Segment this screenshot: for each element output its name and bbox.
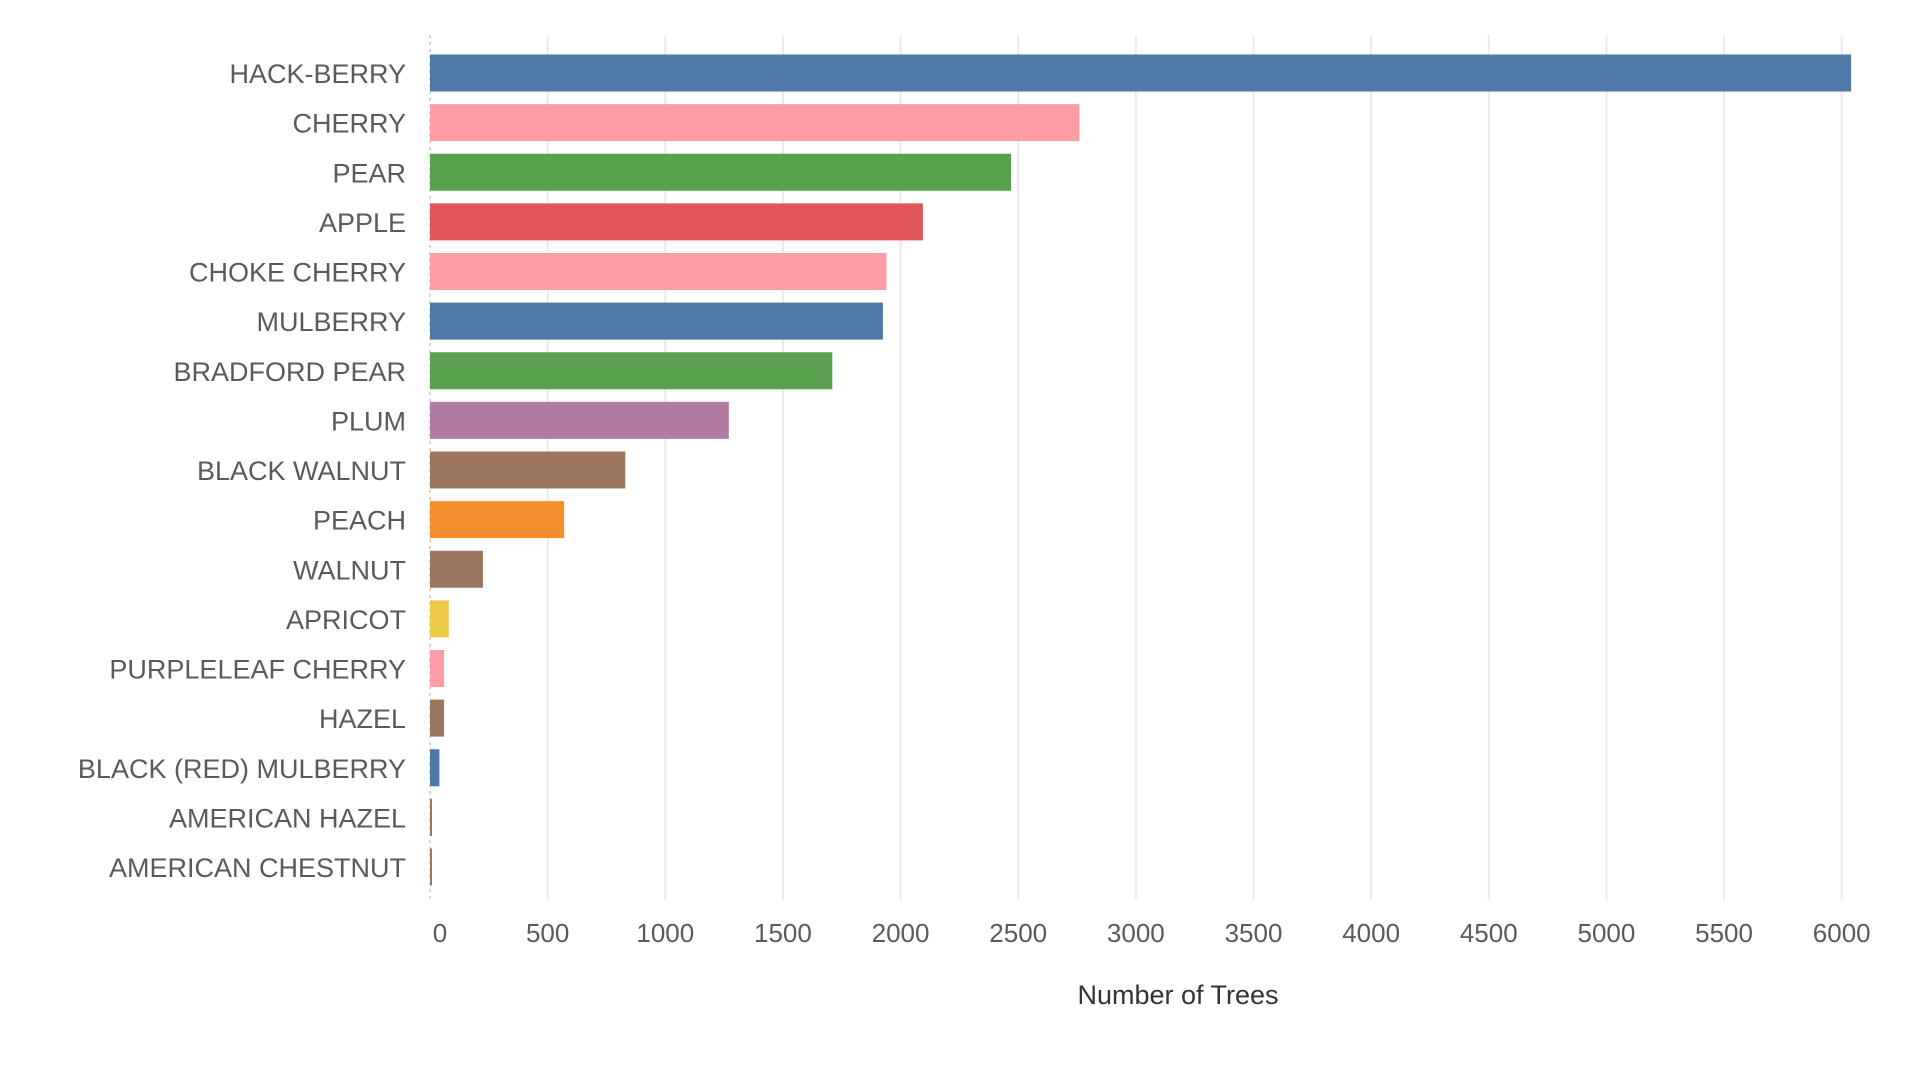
- category-label: AMERICAN CHESTNUT: [109, 853, 406, 883]
- x-tick-label: 4000: [1342, 918, 1400, 948]
- category-label: APRICOT: [286, 605, 406, 635]
- bar: [430, 104, 1080, 142]
- x-tick-label: 1500: [754, 918, 812, 948]
- category-label: CHERRY: [292, 109, 406, 139]
- bar: [430, 600, 449, 638]
- x-tick-label: 3000: [1107, 918, 1165, 948]
- bar: [430, 302, 883, 340]
- bar: [430, 550, 483, 588]
- x-tick-label: 6000: [1813, 918, 1871, 948]
- category-label: PEACH: [313, 506, 406, 536]
- category-label: PLUM: [331, 406, 406, 436]
- bar: [430, 699, 445, 737]
- x-tick-label: 2000: [872, 918, 930, 948]
- bar: [430, 401, 729, 439]
- x-tick-label: 4500: [1460, 918, 1518, 948]
- category-label: AMERICAN HAZEL: [169, 803, 406, 833]
- category-label: PEAR: [332, 158, 406, 188]
- x-tick-label: 2500: [989, 918, 1047, 948]
- bar: [430, 451, 626, 489]
- x-tick-label: 5500: [1695, 918, 1753, 948]
- category-label: APPLE: [319, 208, 406, 238]
- category-label: BLACK WALNUT: [197, 456, 406, 486]
- bar: [430, 253, 887, 290]
- x-tick-label: 5000: [1578, 918, 1636, 948]
- x-tick-label: 500: [526, 918, 569, 948]
- bar: [430, 798, 432, 836]
- bar: [430, 848, 432, 886]
- category-label: MULBERRY: [256, 307, 406, 337]
- x-tick-label: 3500: [1225, 918, 1283, 948]
- category-label: BLACK (RED) MULBERRY: [78, 754, 406, 784]
- bar: [430, 352, 833, 390]
- category-label: PURPLELEAF CHERRY: [109, 655, 406, 685]
- category-label: HAZEL: [319, 704, 406, 734]
- category-label: WALNUT: [293, 555, 406, 585]
- bar: [430, 203, 923, 241]
- bar: [430, 749, 440, 787]
- x-tick-labels: 0 500 1000 1500 2000 2500 3000 3500 4000 4500 5000…: [433, 918, 1871, 948]
- bars: [430, 54, 1852, 886]
- bar: [430, 153, 1012, 191]
- category-label: CHOKE CHERRY: [189, 258, 406, 288]
- category-label: BRADFORD PEAR: [173, 357, 406, 387]
- bar: [430, 54, 1852, 92]
- x-axis-title: Number of Trees: [1077, 980, 1278, 1010]
- x-tick-label: 0: [433, 918, 447, 948]
- x-tick-label: 1000: [636, 918, 694, 948]
- bar: [430, 650, 445, 687]
- category-labels: HACK-BERRY CHERRY PEAR APPLE CHOKE CHERRY MUL…: [78, 59, 406, 883]
- category-label: HACK-BERRY: [229, 59, 406, 89]
- bar: [430, 501, 565, 539]
